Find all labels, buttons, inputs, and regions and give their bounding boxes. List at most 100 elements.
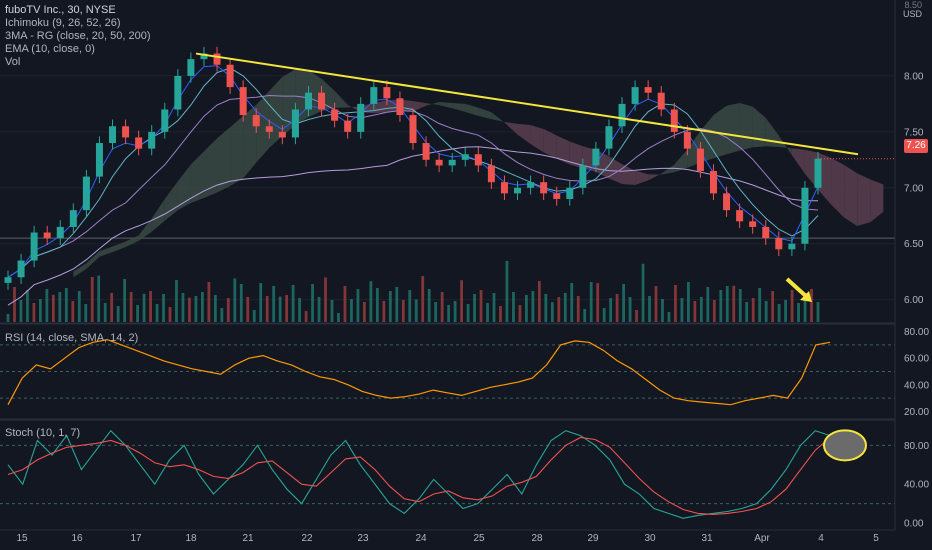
time-tick-label: 30 (644, 533, 656, 544)
time-tick-label: 31 (701, 533, 713, 544)
volume-bar (427, 289, 431, 322)
candle-body (801, 187, 809, 244)
volume-bar (226, 298, 230, 322)
rsi-tick-label: 20.00 (904, 407, 929, 418)
price-tick-label: 7.00 (904, 183, 924, 194)
time-tick-label: 22 (301, 533, 313, 544)
volume-bar (790, 290, 794, 322)
stoch-tick-label: 0.00 (904, 519, 924, 530)
ichimoku-cloud-segment (543, 129, 557, 159)
stoch-pane[interactable] (0, 429, 895, 519)
currency-label: USD (902, 9, 922, 19)
candle-body (696, 148, 704, 171)
indicator-ema[interactable]: EMA (10, close, 0) (5, 43, 95, 55)
volume-bar (265, 296, 269, 322)
volume-bar (363, 302, 366, 322)
volume-bar (544, 294, 548, 322)
time-tick-label: 4 (818, 533, 824, 544)
ichimoku-cloud-segment (138, 218, 152, 241)
volume-bar (661, 299, 664, 322)
volume-bar (175, 280, 178, 322)
indicator-3ma[interactable]: 3MA - RG (close, 20, 50, 200) (5, 30, 151, 42)
ichimoku-cloud-segment (870, 179, 884, 223)
price-tick-label: 6.50 (904, 239, 924, 250)
ichimoku-cloud-segment (622, 164, 636, 185)
indicator-vol[interactable]: Vol (5, 56, 21, 68)
candle-body (200, 53, 208, 60)
time-tick-label: Apr (754, 533, 770, 544)
candle-body (265, 126, 273, 132)
volume-bar (51, 294, 55, 322)
volume-bar (460, 280, 463, 322)
candle-body (723, 193, 731, 211)
candle-body (239, 87, 247, 116)
volume-bar (764, 301, 768, 322)
ichimoku-cloud-segment (791, 148, 805, 174)
ichimoku-cloud-segment (739, 102, 753, 151)
indicator-ichimoku[interactable]: Ichimoku (9, 26, 52, 26) (5, 17, 121, 29)
volume-bar (343, 286, 347, 322)
volume-bar (71, 301, 75, 322)
ichimoku-cloud-segment (452, 102, 466, 112)
arrow-shaft (785, 277, 810, 300)
chart-legend: fuboTV Inc., 30, NYSE Ichimoku (9, 26, 5… (5, 4, 151, 69)
volume-bar (26, 290, 29, 322)
volume-bar (84, 304, 88, 322)
top-tick-label: 8.50 (904, 0, 922, 10)
price-tick-label: 8.00 (904, 71, 924, 82)
candle-body (174, 75, 182, 110)
ichimoku-cloud-segment (112, 241, 126, 253)
volume-bar (570, 283, 574, 322)
rsi-pane[interactable] (0, 338, 895, 406)
resistance-trendline (195, 52, 859, 156)
volume-bar (129, 292, 133, 322)
candle-body (709, 171, 717, 194)
stoch-k-line (7, 429, 831, 519)
volume-bar (278, 296, 282, 322)
price-pane[interactable] (0, 46, 895, 322)
volume-bar (311, 284, 314, 322)
volume-bar (421, 276, 425, 322)
rsi-label[interactable]: RSI (14, close, SMA, 14, 2) (5, 332, 139, 344)
volume-bar (453, 301, 457, 322)
ichimoku-cloud-segment (217, 127, 231, 193)
volume-bar (239, 284, 243, 322)
candle-body (109, 126, 117, 144)
candle-body (56, 226, 64, 239)
volume-bar (434, 302, 438, 322)
volume-bar (473, 294, 476, 322)
volume-bar (563, 293, 567, 322)
volume-bar (680, 298, 684, 322)
ichimoku-cloud-segment (177, 164, 191, 211)
ichimoku-cloud-segment (674, 149, 688, 173)
ichimoku-cloud-segment (608, 156, 623, 185)
symbol-title[interactable]: fuboTV Inc., 30, NYSE (5, 4, 116, 16)
volume-bar (123, 279, 127, 322)
candle-body (631, 87, 639, 104)
ichimoku-cloud-segment (256, 90, 270, 163)
ichimoku-cloud-segment (726, 102, 740, 155)
volume-bar (550, 302, 554, 322)
volume-bar (220, 308, 224, 322)
ichimoku-cloud-segment (164, 181, 178, 221)
time-tick-label: 28 (531, 533, 543, 544)
candle-body (291, 109, 299, 138)
volume-bar (408, 290, 412, 322)
volume-bar (337, 313, 340, 322)
candle-body (344, 120, 352, 132)
volume-bar (168, 307, 172, 322)
volume-bar (531, 291, 535, 322)
candle-body (69, 210, 77, 227)
volume-bar (602, 308, 606, 322)
volume-bar (576, 296, 580, 322)
volume-bar (298, 298, 301, 322)
stoch-label[interactable]: Stoch (10, 1, 7) (5, 427, 81, 439)
candle-body (396, 98, 404, 116)
candle-body (527, 182, 535, 188)
price-tick-label: 7.50 (904, 127, 924, 138)
volume-bar (712, 300, 716, 322)
volume-bar (369, 281, 373, 322)
candle-body (422, 143, 430, 160)
ichimoku-cloud-segment (635, 170, 649, 185)
